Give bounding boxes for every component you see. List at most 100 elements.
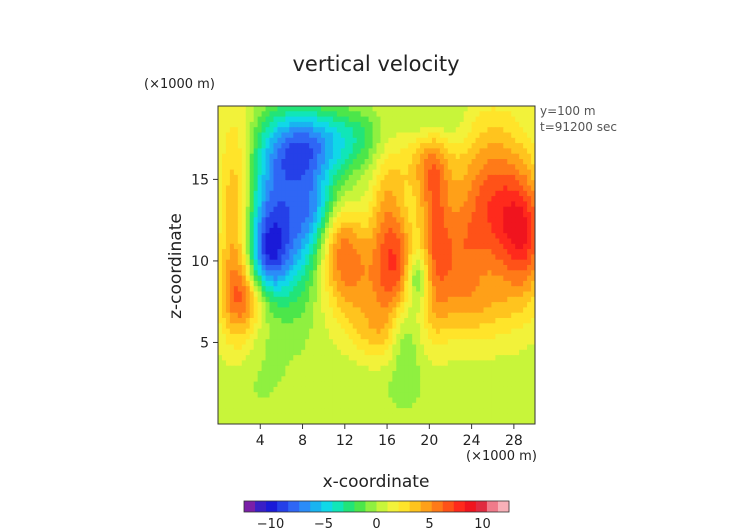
- heatmap-cell: [531, 408, 535, 414]
- heatmap-cell: [313, 137, 318, 144]
- heatmap-cell: [479, 243, 485, 250]
- heatmap-cell: [475, 190, 481, 197]
- heatmap-cell: [372, 254, 378, 261]
- heatmap-cell: [507, 116, 512, 123]
- heatmap-cell: [332, 408, 338, 414]
- heatmap-cell: [459, 212, 465, 218]
- heatmap-cell: [428, 137, 433, 144]
- heatmap-cell: [487, 371, 493, 377]
- heatmap-cell: [328, 408, 334, 414]
- heatmap-cell: [348, 243, 354, 250]
- heatmap-cell: [451, 296, 457, 303]
- heatmap-cell: [309, 137, 314, 144]
- heatmap-cell: [519, 270, 524, 277]
- heatmap-cell: [463, 381, 469, 388]
- heatmap-cell: [321, 227, 326, 234]
- heatmap-cell: [515, 217, 520, 224]
- heatmap-cell: [332, 365, 338, 372]
- heatmap-cell: [400, 206, 405, 213]
- heatmap-cell: [305, 265, 310, 271]
- heatmap-cell: [435, 275, 441, 282]
- heatmap-cell: [380, 402, 386, 409]
- heatmap-cell: [412, 323, 417, 330]
- heatmap-cell: [511, 222, 516, 229]
- heatmap-cell: [479, 137, 485, 144]
- heatmap-cell: [309, 418, 314, 424]
- heatmap-cell: [277, 270, 282, 277]
- heatmap-cell: [309, 238, 314, 245]
- heatmap-cell: [443, 323, 449, 330]
- heatmap-cell: [289, 286, 294, 293]
- heatmap-cell: [475, 143, 481, 149]
- heatmap-cell: [257, 121, 263, 128]
- heatmap-cell: [372, 280, 378, 287]
- heatmap-cell: [523, 270, 528, 277]
- heatmap-cell: [471, 174, 477, 181]
- heatmap-cell: [475, 212, 481, 218]
- heatmap-cell: [483, 323, 489, 330]
- heatmap-cell: [301, 312, 306, 319]
- heatmap-cell: [392, 344, 397, 351]
- heatmap-cell: [491, 318, 496, 324]
- heatmap-cell: [289, 212, 294, 218]
- heatmap-cell: [491, 307, 496, 314]
- heatmap-cell: [475, 365, 481, 372]
- heatmap-cell: [527, 169, 532, 176]
- heatmap-cell: [376, 132, 382, 139]
- heatmap-cell: [495, 275, 500, 282]
- heatmap-cell: [218, 121, 223, 128]
- heatmap-cell: [360, 323, 366, 330]
- heatmap-cell: [479, 265, 485, 271]
- heatmap-cell: [400, 121, 405, 128]
- heatmap-cell: [515, 402, 520, 409]
- heatmap-cell: [424, 116, 429, 123]
- heatmap-cell: [451, 413, 457, 420]
- heatmap-cell: [431, 265, 437, 271]
- heatmap-cell: [261, 265, 267, 271]
- heatmap-cell: [253, 291, 259, 298]
- heatmap-cell: [416, 196, 421, 202]
- heatmap-cell: [313, 259, 318, 266]
- heatmap-cell: [376, 169, 382, 176]
- heatmap-cell: [317, 265, 322, 271]
- heatmap-cell: [340, 371, 346, 377]
- heatmap-cell: [463, 344, 469, 351]
- heatmap-cell: [285, 190, 290, 197]
- heatmap-cell: [324, 402, 330, 409]
- heatmap-cell: [392, 249, 397, 255]
- heatmap-cell: [245, 206, 251, 213]
- heatmap-cell: [364, 349, 370, 356]
- heatmap-cell: [261, 408, 267, 414]
- heatmap-cell: [467, 137, 473, 144]
- heatmap-cell: [519, 132, 524, 139]
- heatmap-cell: [305, 254, 310, 261]
- heatmap-cell: [451, 222, 457, 229]
- heatmap-cell: [416, 238, 421, 245]
- heatmap-cell: [447, 206, 453, 213]
- heatmap-cell: [257, 254, 263, 261]
- heatmap-cell: [265, 206, 271, 213]
- heatmap-cell: [479, 392, 485, 399]
- heatmap-cell: [475, 270, 481, 277]
- colorbar-swatch: [310, 501, 322, 512]
- heatmap-cell: [225, 249, 231, 255]
- heatmap-cell: [305, 212, 310, 218]
- heatmap-cell: [404, 413, 409, 420]
- heatmap-cell: [523, 381, 528, 388]
- heatmap-cell: [336, 280, 342, 287]
- heatmap-cell: [269, 164, 275, 171]
- heatmap-cell: [253, 196, 259, 202]
- heatmap-cell: [372, 116, 378, 123]
- heatmap-cell: [360, 402, 366, 409]
- heatmap-cell: [388, 413, 393, 420]
- heatmap-cell: [332, 376, 338, 383]
- heatmap-cell: [491, 355, 496, 361]
- heatmap-cell: [428, 270, 433, 277]
- heatmap-cell: [356, 376, 362, 383]
- heatmap-cell: [297, 413, 302, 420]
- heatmap-cell: [503, 286, 508, 293]
- heatmap-cell: [352, 111, 358, 118]
- heatmap-cell: [336, 206, 342, 213]
- heatmap-cell: [348, 212, 354, 218]
- heatmap-cell: [313, 381, 318, 388]
